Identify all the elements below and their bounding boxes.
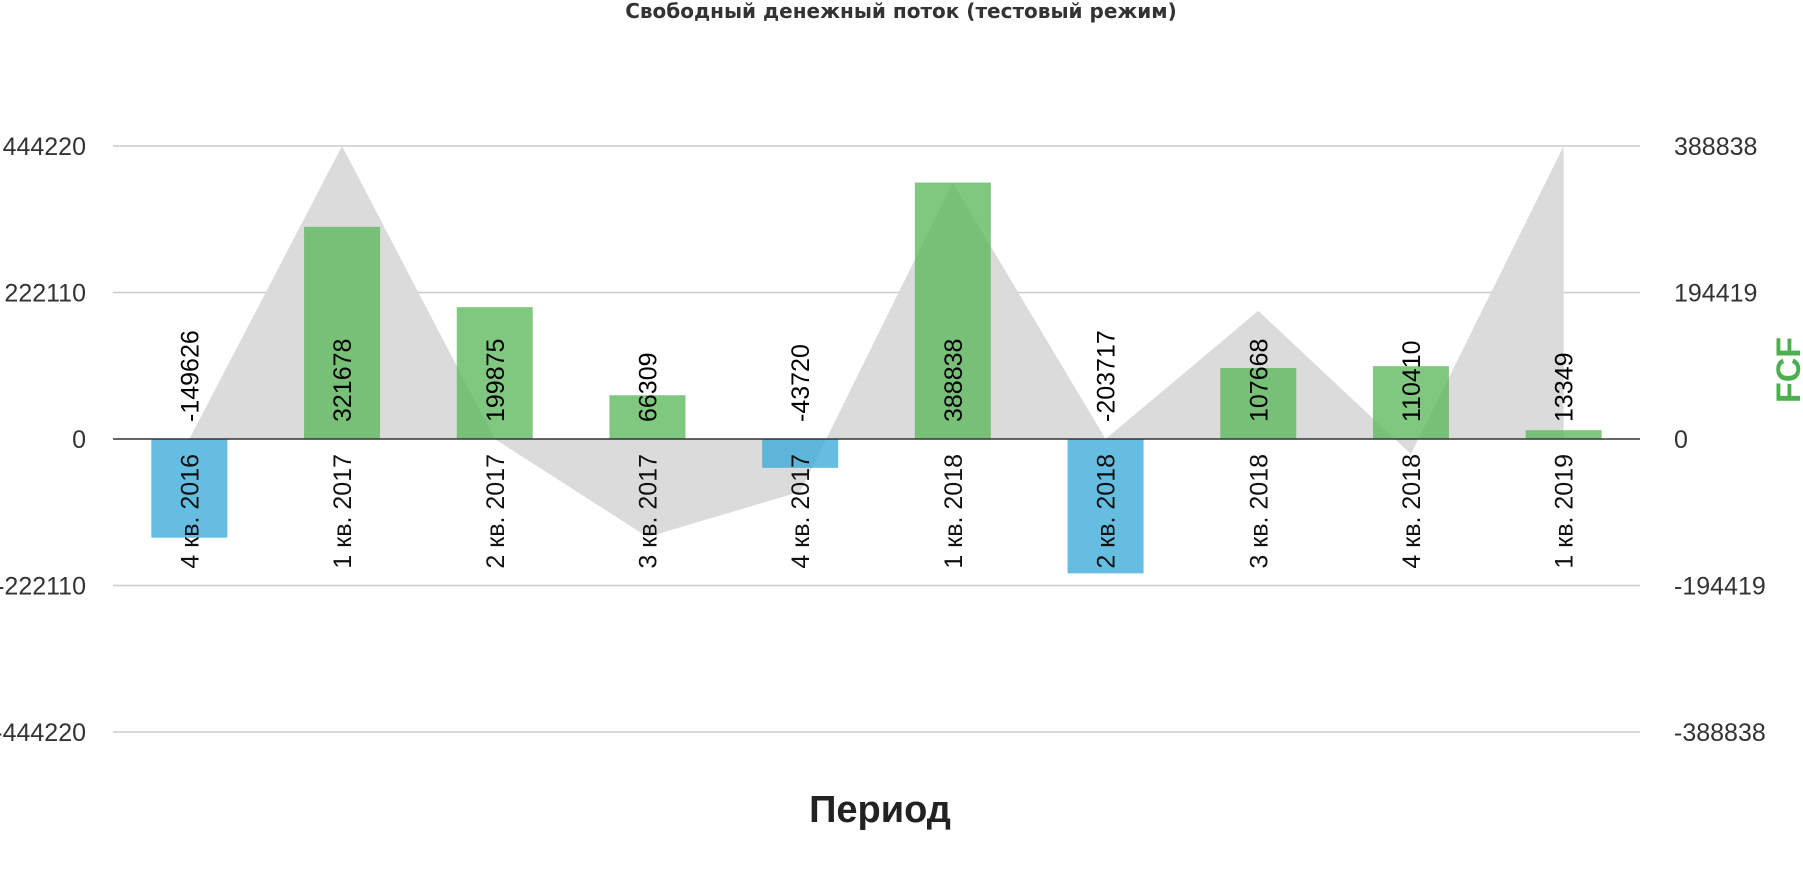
category-label: 3 кв. 2017 [634,454,662,569]
chart-title: Свободный денежный поток (тестовый режим… [625,0,1177,23]
data-label: 13349 [1551,352,1579,422]
category-label: 3 кв. 2018 [1245,454,1273,569]
data-label: 199875 [482,339,510,422]
bar [304,226,381,439]
x-axis-label: Период [809,789,951,831]
data-label: 66309 [634,352,662,422]
data-label: -203717 [1093,330,1121,422]
bar [1372,366,1449,439]
category-label: 2 кв. 2017 [482,454,510,569]
category-label: 4 кв. 2016 [176,454,204,569]
bar [1220,367,1297,439]
left-tick-label: -444220 [0,719,86,747]
bar [151,439,228,538]
category-label: 1 кв. 2018 [940,454,968,569]
data-label: 388838 [940,339,968,422]
data-label: 110410 [1398,340,1426,422]
data-label: 107668 [1245,339,1273,422]
bar [762,439,839,468]
right-tick-label: -194419 [1674,573,1766,601]
category-label: 2 кв. 2018 [1093,454,1121,569]
right-tick-label: 194419 [1674,280,1757,308]
bar [1067,439,1144,574]
left-tick-label: 222110 [4,280,86,308]
bar [1525,430,1602,439]
left-tick-label: 0 [72,426,86,454]
data-label: 321678 [329,339,357,422]
left-tick-label: 444220 [3,133,86,161]
category-label: 4 кв. 2017 [787,454,815,569]
area-shape [189,146,1564,537]
right-tick-label: 0 [1674,426,1688,454]
category-labels: 4 кв. 2016 1 кв. 2017 2 кв. 2017 3 кв. 2017… [176,454,1578,569]
category-label: 1 кв. 2019 [1551,454,1579,569]
category-label: 1 кв. 2017 [329,454,357,569]
left-tick-label: -222110 [0,573,86,601]
category-label: 4 кв. 2018 [1398,454,1426,569]
right-axis-label: FCF [1770,337,1803,403]
value-labels: -149626 321678 199875 66309 -43720 388838 -203… [176,330,1578,422]
bar [456,307,533,439]
data-label: -149626 [176,330,204,422]
right-tick-label: -388838 [1674,719,1766,747]
right-tick-label: 388838 [1674,133,1757,161]
bar-series [151,182,1602,574]
left-axis-ticks: 444220 222110 0 -222110 -444220 [0,133,86,747]
data-label: -43720 [787,344,815,422]
area-series [189,146,1564,537]
right-axis-ticks: 388838 194419 0 -194419 -388838 [1674,133,1766,747]
bar [609,395,686,439]
bar [914,182,991,439]
